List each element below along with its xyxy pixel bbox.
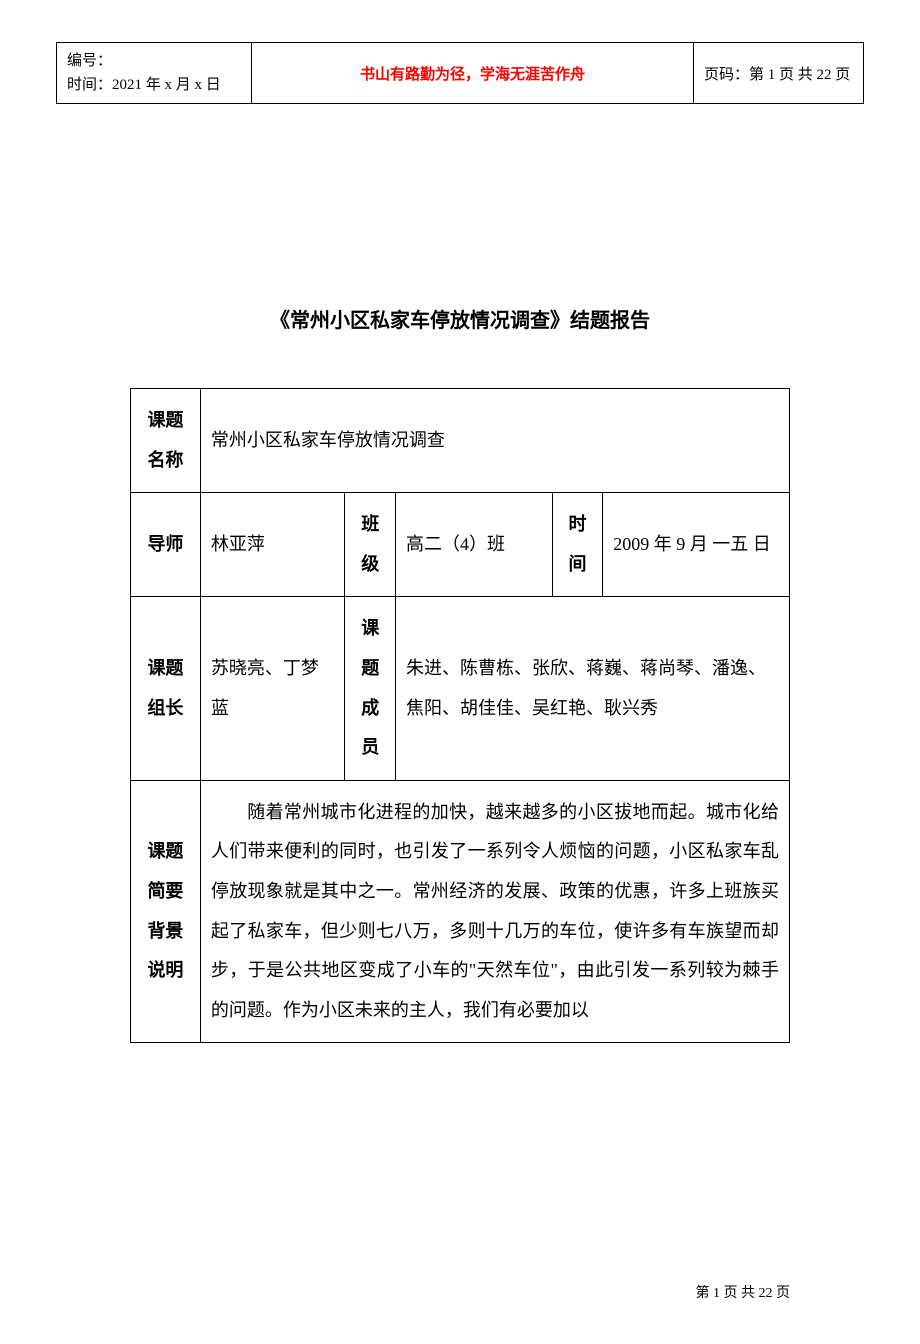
- background-label: 课题简要背景说明: [131, 780, 201, 1043]
- members-value: 朱进、陈曹栋、张欣、蒋巍、蒋尚琴、潘逸、焦阳、胡佳佳、吴红艳、耿兴秀: [396, 597, 790, 780]
- advisor-label: 导师: [131, 493, 201, 597]
- advisor-value: 林亚萍: [200, 493, 345, 597]
- report-info-table: 课题名称 常州小区私家车停放情况调查 导师 林亚萍 班级 高二（4）班 时间 2…: [130, 388, 790, 1043]
- header-center-cell: 书山有路勤为径，学海无涯苦作舟: [252, 43, 694, 104]
- members-label: 课题成员: [345, 597, 396, 780]
- class-value: 高二（4）班: [396, 493, 553, 597]
- time-label: 时间: [552, 493, 603, 597]
- doc-time-label: 时间：2021 年 x 月 x 日: [67, 73, 241, 97]
- time-value: 2009 年 9 月 一五 日: [603, 493, 790, 597]
- page-header-table: 编号： 时间：2021 年 x 月 x 日 书山有路勤为径，学海无涯苦作舟 页码…: [56, 42, 864, 104]
- table-row: 课题简要背景说明 随着常州城市化进程的加快，越来越多的小区拔地而起。城市化给人们…: [131, 780, 790, 1043]
- document-title: 《常州小区私家车停放情况调查》结题报告: [0, 304, 920, 333]
- table-row: 导师 林亚萍 班级 高二（4）班 时间 2009 年 9 月 一五 日: [131, 493, 790, 597]
- header-left-cell: 编号： 时间：2021 年 x 月 x 日: [57, 43, 252, 104]
- header-right-cell: 页码：第 1 页 共 22 页: [694, 43, 864, 104]
- leader-value: 苏晓亮、丁梦蓝: [200, 597, 345, 780]
- table-row: 课题组长 苏晓亮、丁梦蓝 课题成员 朱进、陈曹栋、张欣、蒋巍、蒋尚琴、潘逸、焦阳…: [131, 597, 790, 780]
- topic-name-value: 常州小区私家车停放情况调查: [200, 389, 789, 493]
- table-row: 课题名称 常州小区私家车停放情况调查: [131, 389, 790, 493]
- background-text: 随着常州城市化进程的加快，越来越多的小区拔地而起。城市化给人们带来便利的同时，也…: [200, 780, 789, 1043]
- class-label: 班级: [345, 493, 396, 597]
- page-footer: 第 1 页 共 22 页: [696, 1282, 791, 1302]
- doc-id-label: 编号：: [67, 49, 241, 73]
- topic-name-label: 课题名称: [131, 389, 201, 493]
- background-value: 随着常州城市化进程的加快，越来越多的小区拔地而起。城市化给人们带来便利的同时，也…: [211, 802, 779, 1020]
- leader-label: 课题组长: [131, 597, 201, 780]
